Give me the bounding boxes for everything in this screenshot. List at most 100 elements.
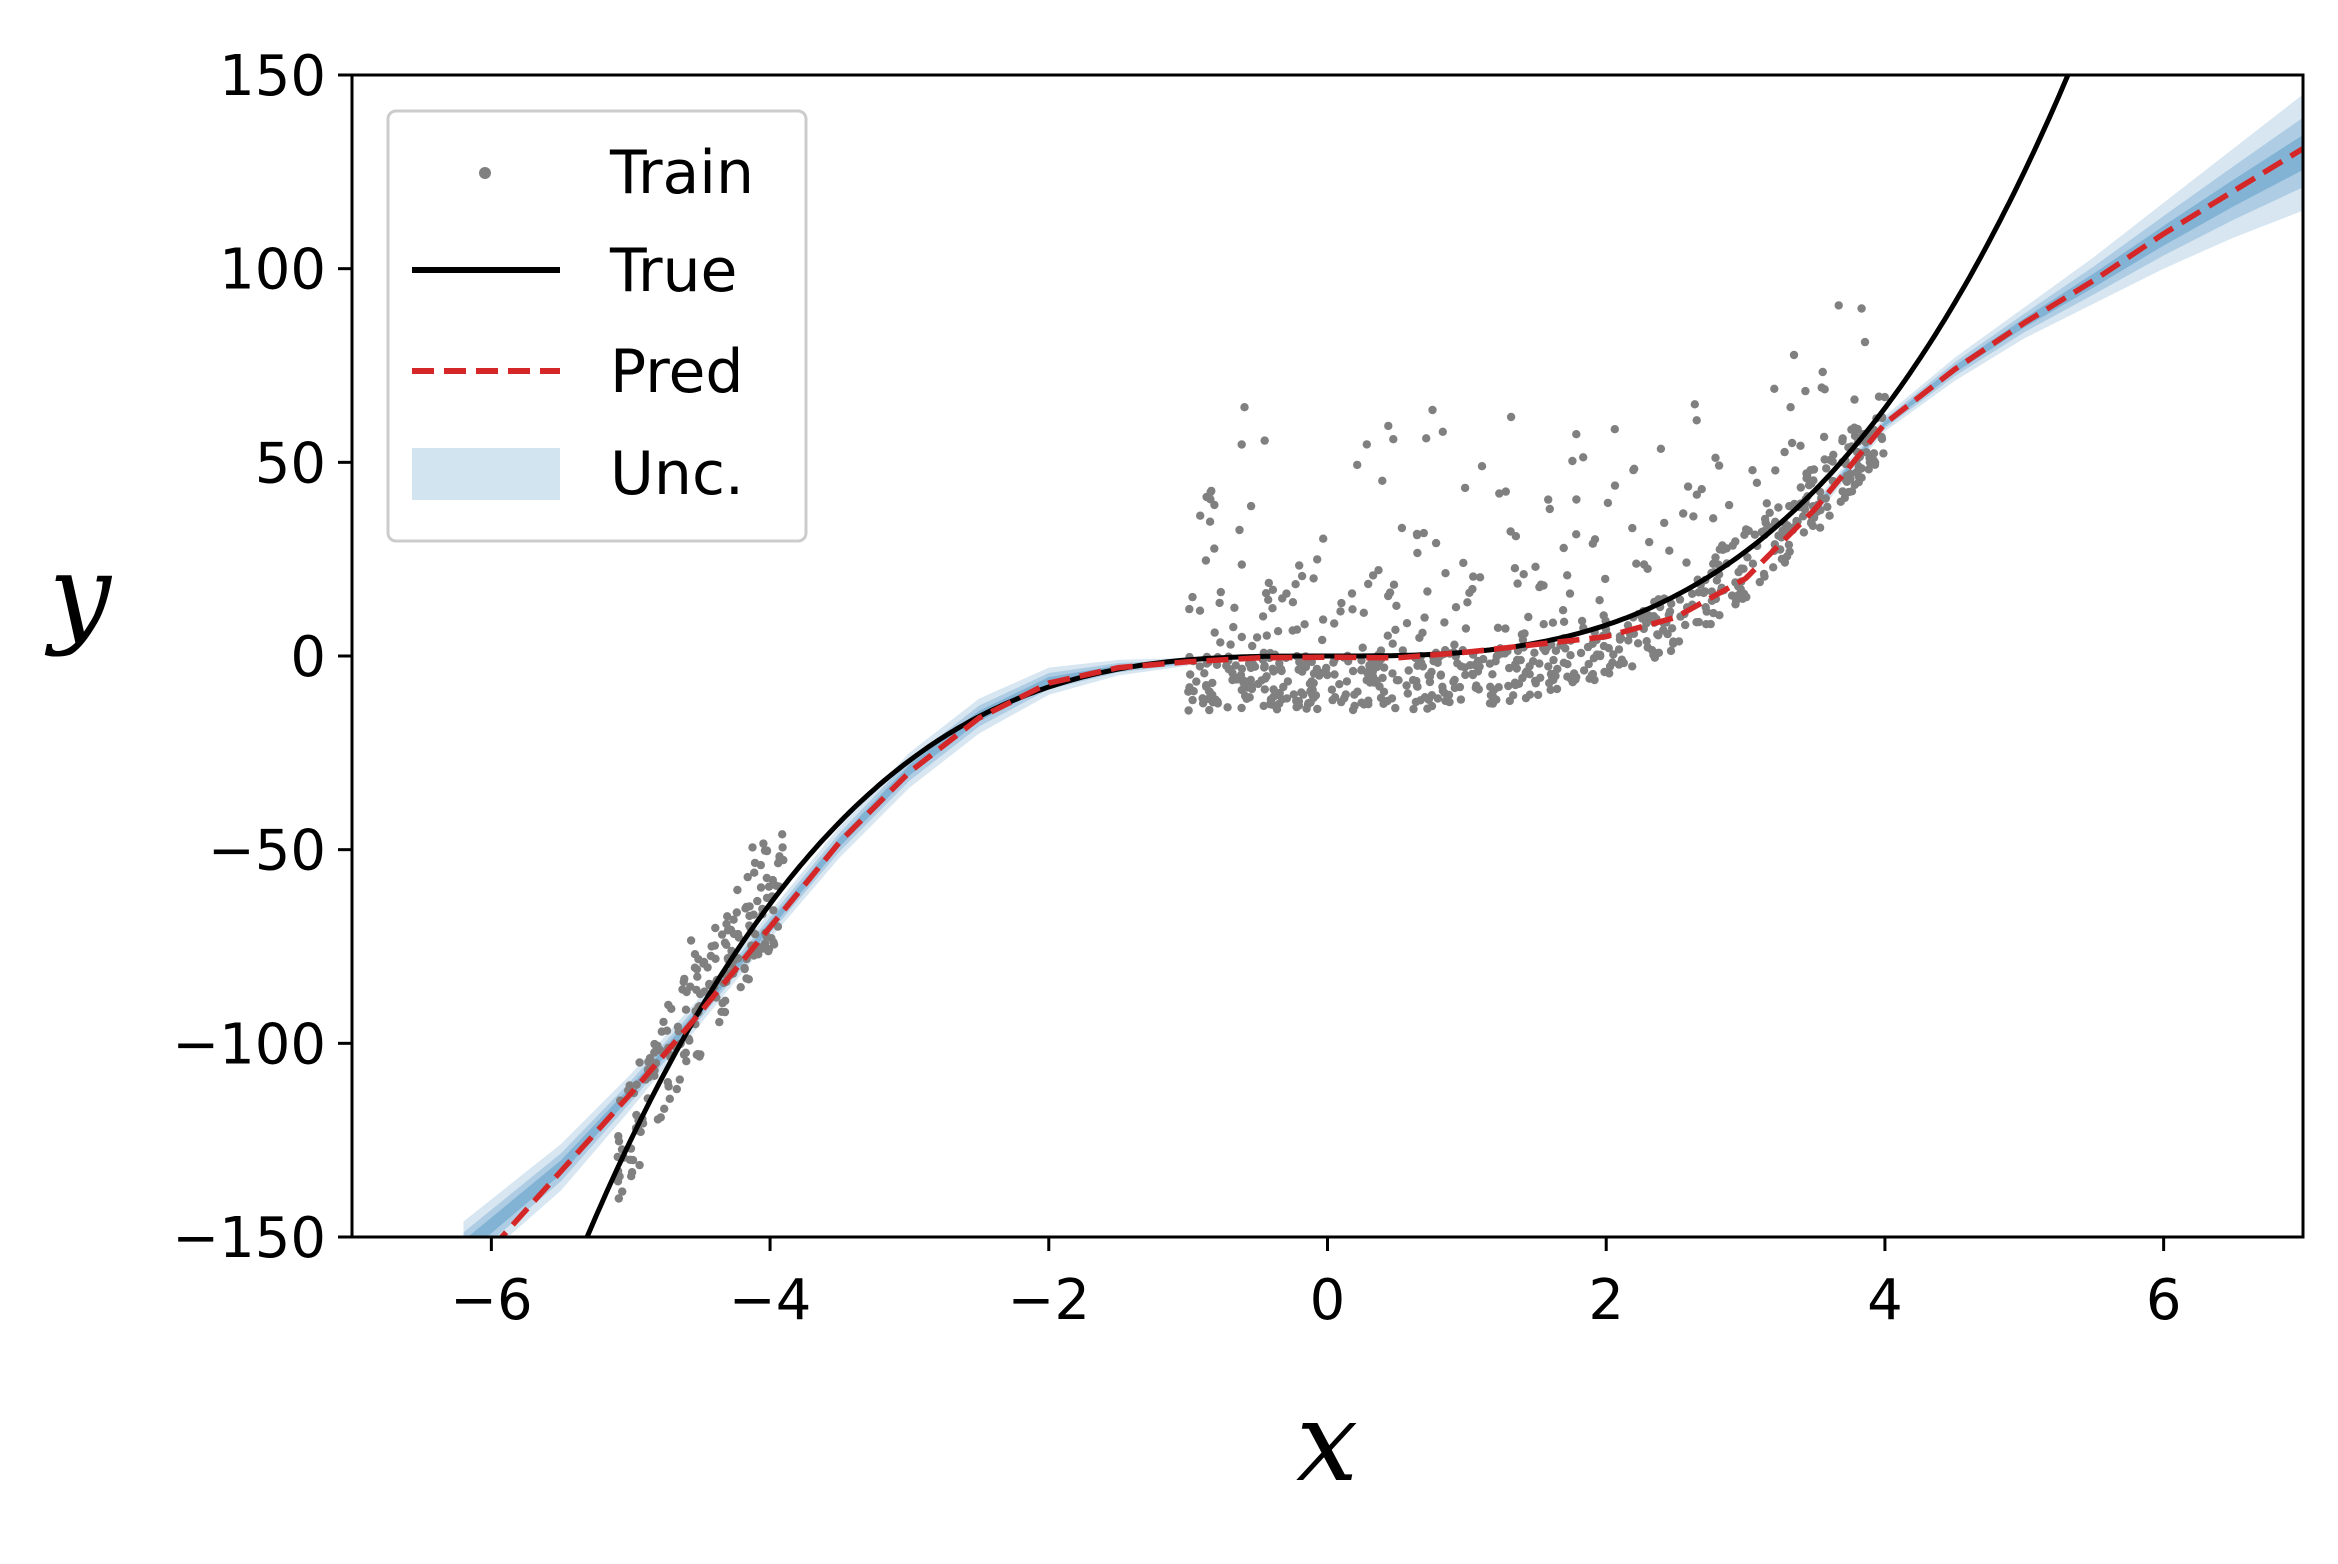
train-point [1544, 495, 1553, 504]
train-point [690, 963, 700, 972]
train-point [1796, 441, 1805, 450]
train-point [1268, 604, 1277, 613]
train-point [1505, 663, 1514, 673]
train-point [1261, 589, 1271, 598]
train-point [1558, 606, 1568, 615]
train-point [1520, 629, 1529, 638]
train-point [693, 972, 702, 981]
train-point [1215, 598, 1224, 608]
pred-curve [498, 146, 2303, 1237]
train-point [1336, 607, 1345, 616]
train-point [1489, 685, 1499, 695]
train-point [1510, 678, 1520, 687]
train-point [1318, 635, 1327, 645]
train-point [1216, 638, 1225, 647]
train-point [1184, 706, 1193, 715]
train-point [1765, 508, 1774, 517]
train-point [686, 982, 695, 991]
train-point [1548, 673, 1557, 682]
train-point [1264, 595, 1273, 604]
train-point [1488, 670, 1497, 679]
train-point [1240, 403, 1249, 412]
train-point [762, 846, 772, 855]
train-point [732, 908, 741, 917]
train-point [1808, 521, 1818, 531]
train-point [1477, 462, 1487, 471]
train-point [1804, 481, 1814, 490]
train-point [1879, 449, 1888, 458]
train-point [1776, 545, 1785, 554]
train-point [1702, 620, 1711, 629]
train-point [1853, 424, 1862, 434]
train-point [1422, 434, 1431, 443]
train-point [1511, 532, 1521, 541]
train-point [764, 882, 774, 891]
train-point [1239, 678, 1248, 687]
train-point [1690, 400, 1700, 409]
train-point [1469, 572, 1478, 581]
train-point [1857, 464, 1866, 473]
train-point [1378, 476, 1387, 485]
train-point [1711, 553, 1720, 562]
train-point [1588, 539, 1598, 548]
train-point [1444, 690, 1454, 700]
train-point [1461, 624, 1471, 633]
train-point [1689, 512, 1698, 521]
train-point [613, 1177, 623, 1186]
train-point [672, 1084, 681, 1094]
train-point [1789, 350, 1799, 360]
train-point [729, 929, 739, 939]
train-point [680, 974, 689, 984]
train-point [1531, 679, 1541, 688]
y-tick-label: 0 [290, 625, 326, 690]
y-tick-label: −50 [208, 819, 326, 884]
train-point [1365, 665, 1375, 674]
uncertainty-band-layer-1-segment-1 [1815, 117, 2303, 514]
train-point [1451, 603, 1461, 612]
train-point [1208, 678, 1217, 688]
train-point [1436, 671, 1446, 680]
train-point [1752, 478, 1762, 487]
train-point [1688, 589, 1697, 598]
train-point [1420, 613, 1429, 622]
train-point [1357, 665, 1366, 674]
train-point [1374, 566, 1383, 575]
train-point [1864, 465, 1873, 474]
train-point [656, 1113, 665, 1122]
train-point [1186, 670, 1195, 679]
train-point [1388, 669, 1397, 678]
train-point [1777, 533, 1786, 542]
train-point [636, 1127, 645, 1137]
train-point [1525, 690, 1535, 699]
train-point [1760, 572, 1769, 581]
train-point [1365, 678, 1375, 687]
train-point [1412, 681, 1422, 691]
train-point [1828, 457, 1837, 466]
train-point [1771, 466, 1780, 475]
train-point [1282, 589, 1291, 598]
train-point [1213, 697, 1222, 706]
train-point [1755, 577, 1765, 587]
train-point [1525, 670, 1534, 679]
train-point [1389, 580, 1399, 589]
train-point [1245, 693, 1254, 702]
train-point [1210, 628, 1219, 637]
train-point [1192, 677, 1201, 686]
y-tick-label: −150 [172, 1206, 326, 1271]
train-point [1683, 482, 1693, 491]
train-point [1568, 456, 1577, 466]
train-point [699, 957, 709, 967]
train-point [1850, 480, 1860, 490]
train-point [1692, 416, 1701, 425]
line-layer [498, 75, 2303, 1237]
train-point [1376, 693, 1386, 703]
train-point [740, 963, 749, 973]
y-tick-label: −100 [172, 1012, 326, 1077]
train-point [1298, 662, 1308, 671]
train-point [1645, 537, 1654, 547]
train-point [1198, 694, 1207, 703]
train-point [1463, 598, 1472, 607]
train-point [1644, 611, 1653, 620]
train-point [1424, 671, 1433, 680]
train-point [1402, 681, 1411, 690]
